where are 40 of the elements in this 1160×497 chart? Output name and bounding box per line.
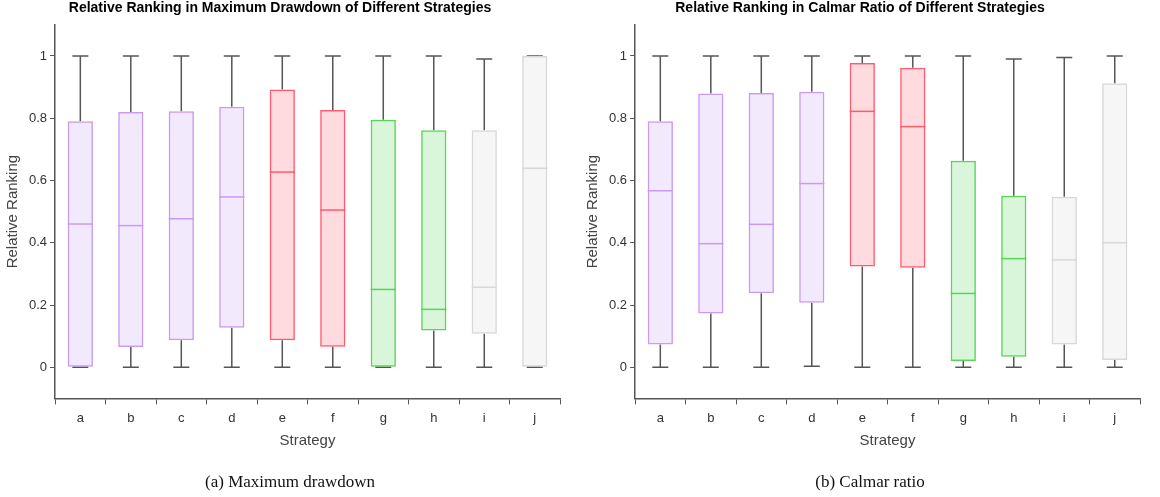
chart-title: Relative Ranking in Calmar Ratio of Different Strategies: [675, 0, 1045, 16]
y-tick-label: 0.2: [608, 296, 628, 312]
y-tick-label: 0.4: [28, 234, 48, 250]
text: (a) Maximum drawdown: [204, 472, 376, 492]
x-tick-label: f: [330, 409, 335, 425]
x-tick-label: g: [959, 409, 967, 425]
y-tick-label: 0: [39, 358, 48, 374]
y-tick-label: 0.8: [608, 109, 628, 125]
y-tick-label: 0.4: [608, 234, 628, 250]
y-tick-label: 0.8: [28, 109, 48, 125]
x-tick-label: j: [532, 409, 537, 425]
text: (b) Calmar ratio: [814, 472, 926, 492]
x-tick-label: j: [1112, 409, 1117, 425]
y-tick-label: 1: [39, 47, 48, 63]
y-tick-label: 0.6: [608, 172, 628, 188]
x-tick-label: g: [379, 409, 387, 425]
x-tick-label: c: [758, 409, 766, 425]
y-tick-label: 0.6: [28, 172, 48, 188]
x-tick-label: b: [707, 409, 715, 425]
x-axis-title: Strategy: [279, 431, 336, 449]
x-axis-title: Strategy: [859, 431, 916, 449]
chart-title: Relative Ranking in Maximum Drawdown of Different Strategies: [68, 0, 492, 16]
y-axis-title: Relative Ranking: [3, 154, 21, 269]
x-tick-label: d: [228, 409, 236, 425]
x-tick-label: i: [482, 409, 486, 425]
y-axis-title: Relative Ranking: [583, 154, 601, 269]
x-tick-label: a: [76, 409, 85, 425]
x-tick-label: h: [430, 409, 438, 425]
y-tick-label: 0.2: [28, 296, 48, 312]
x-tick-label: d: [808, 409, 816, 425]
x-tick-label: f: [910, 409, 915, 425]
x-tick-label: e: [858, 409, 866, 425]
x-tick-label: c: [178, 409, 186, 425]
x-tick-label: a: [656, 409, 665, 425]
x-tick-label: i: [1062, 409, 1066, 425]
y-tick-label: 1: [619, 47, 628, 63]
x-tick-label: h: [1010, 409, 1018, 425]
x-tick-label: b: [127, 409, 135, 425]
y-tick-label: 0: [619, 358, 628, 374]
x-tick-label: e: [278, 409, 286, 425]
